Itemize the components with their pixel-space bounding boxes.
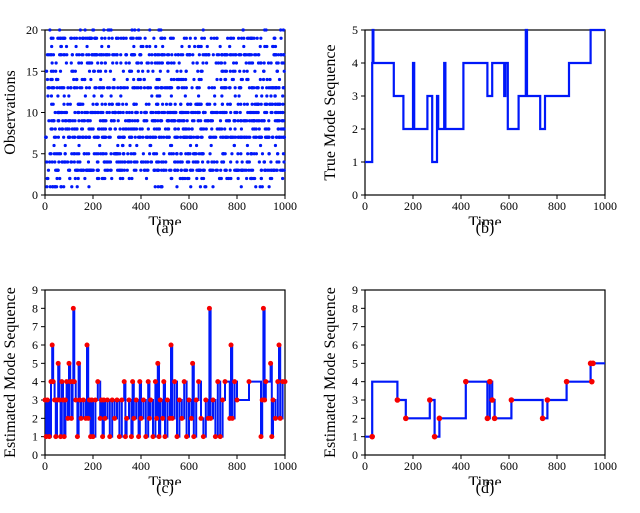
svg-text:10: 10 bbox=[26, 106, 38, 120]
svg-text:1: 1 bbox=[352, 155, 358, 169]
svg-text:800: 800 bbox=[548, 459, 566, 473]
svg-text:3: 3 bbox=[352, 393, 358, 407]
svg-text:9: 9 bbox=[32, 283, 38, 297]
svg-text:600: 600 bbox=[180, 199, 198, 213]
svg-text:0: 0 bbox=[42, 459, 48, 473]
svg-text:200: 200 bbox=[84, 459, 102, 473]
svg-text:600: 600 bbox=[500, 459, 518, 473]
panel-b: 02004006008001000012345TimeTrue Mode Seq… bbox=[320, 5, 630, 225]
svg-text:1000: 1000 bbox=[273, 199, 297, 213]
svg-text:400: 400 bbox=[132, 459, 150, 473]
svg-text:3: 3 bbox=[352, 89, 358, 103]
svg-text:200: 200 bbox=[404, 199, 422, 213]
svg-text:400: 400 bbox=[452, 459, 470, 473]
svg-text:15: 15 bbox=[26, 64, 38, 78]
svg-text:9: 9 bbox=[352, 283, 358, 297]
caption-d: (d) bbox=[470, 480, 500, 498]
svg-text:4: 4 bbox=[32, 375, 38, 389]
svg-text:8: 8 bbox=[32, 301, 38, 315]
svg-text:2: 2 bbox=[32, 411, 38, 425]
svg-text:6: 6 bbox=[32, 338, 38, 352]
panel-a: 0200400600800100005101520TimeObservation… bbox=[0, 5, 310, 225]
svg-text:5: 5 bbox=[32, 356, 38, 370]
caption-a: (a) bbox=[150, 220, 180, 238]
svg-text:0: 0 bbox=[362, 459, 368, 473]
svg-text:2: 2 bbox=[352, 411, 358, 425]
svg-text:True Mode Sequence: True Mode Sequence bbox=[322, 44, 339, 180]
svg-text:0: 0 bbox=[42, 199, 48, 213]
svg-text:0: 0 bbox=[32, 448, 38, 462]
svg-text:2: 2 bbox=[352, 122, 358, 136]
svg-text:Estimated Mode Sequence: Estimated Mode Sequence bbox=[322, 287, 339, 458]
svg-text:200: 200 bbox=[84, 199, 102, 213]
svg-text:800: 800 bbox=[228, 459, 246, 473]
svg-text:400: 400 bbox=[452, 199, 470, 213]
svg-text:5: 5 bbox=[352, 356, 358, 370]
svg-text:0: 0 bbox=[32, 188, 38, 202]
svg-text:6: 6 bbox=[352, 338, 358, 352]
svg-text:Estimated Mode Sequence: Estimated Mode Sequence bbox=[2, 287, 19, 458]
svg-text:600: 600 bbox=[180, 459, 198, 473]
svg-text:3: 3 bbox=[32, 393, 38, 407]
panel-d: 020040060080010000123456789TimeEstimated… bbox=[320, 265, 630, 485]
svg-text:8: 8 bbox=[352, 301, 358, 315]
svg-text:5: 5 bbox=[32, 147, 38, 161]
svg-text:0: 0 bbox=[362, 199, 368, 213]
svg-text:1000: 1000 bbox=[593, 199, 617, 213]
svg-text:800: 800 bbox=[548, 199, 566, 213]
svg-text:800: 800 bbox=[228, 199, 246, 213]
svg-text:20: 20 bbox=[26, 23, 38, 37]
svg-text:1: 1 bbox=[352, 430, 358, 444]
svg-text:0: 0 bbox=[352, 188, 358, 202]
svg-text:600: 600 bbox=[500, 199, 518, 213]
svg-text:400: 400 bbox=[132, 199, 150, 213]
svg-text:7: 7 bbox=[352, 320, 358, 334]
panel-c: 020040060080010000123456789TimeEstimated… bbox=[0, 265, 310, 485]
svg-text:4: 4 bbox=[352, 56, 358, 70]
svg-text:5: 5 bbox=[352, 23, 358, 37]
svg-text:200: 200 bbox=[404, 459, 422, 473]
svg-text:1000: 1000 bbox=[273, 459, 297, 473]
caption-b: (b) bbox=[470, 220, 500, 238]
svg-text:Observations: Observations bbox=[2, 70, 19, 154]
svg-text:0: 0 bbox=[352, 448, 358, 462]
caption-c: (c) bbox=[150, 480, 180, 498]
svg-text:7: 7 bbox=[32, 320, 38, 334]
svg-text:1000: 1000 bbox=[593, 459, 617, 473]
svg-text:1: 1 bbox=[32, 430, 38, 444]
svg-text:4: 4 bbox=[352, 375, 358, 389]
